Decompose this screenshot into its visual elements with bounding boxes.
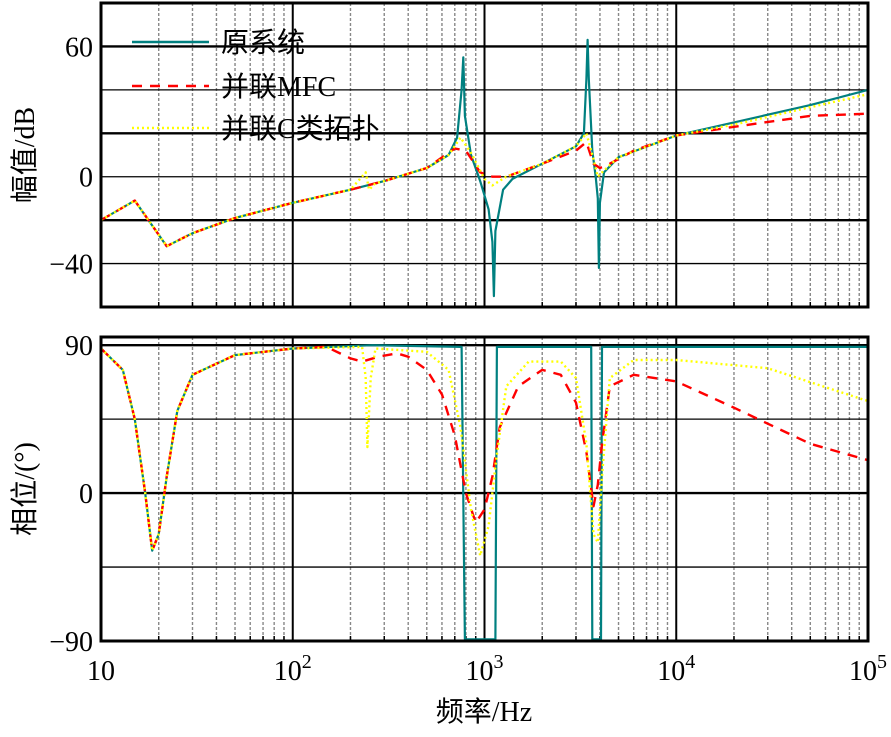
plot-frame [99,335,870,643]
y-tick-label: 60 [65,32,93,63]
x-tick-label: 102 [274,651,312,687]
x-tick-label: 103 [466,651,504,687]
x-tick-label: 105 [849,651,887,687]
series-line-dotted [101,93,868,248]
series-line-dashed [101,112,868,248]
phase-y-axis-label: 相位/(°) [9,442,41,536]
plot-frame [99,1,870,309]
legend-label: 并联MFC [221,71,336,103]
series-line-solid [101,38,868,298]
legend-label: 原系统 [221,27,305,59]
x-tick-label: 104 [657,651,695,687]
y-tick-label: −40 [49,250,93,281]
legend-label: 并联C类拓扑 [221,113,380,145]
magnitude-y-axis-label: 幅值/dB [9,107,41,203]
x-tick-label: 10 [87,656,115,687]
y-tick-label: 0 [79,479,93,510]
y-tick-label: −90 [49,627,93,658]
x-axis-label: 频率/Hz [436,696,532,728]
y-tick-label: 90 [65,331,93,362]
y-tick-label: 0 [79,163,93,194]
phase-panel: −90 0 90 10 102 103 104 105 [49,331,887,687]
